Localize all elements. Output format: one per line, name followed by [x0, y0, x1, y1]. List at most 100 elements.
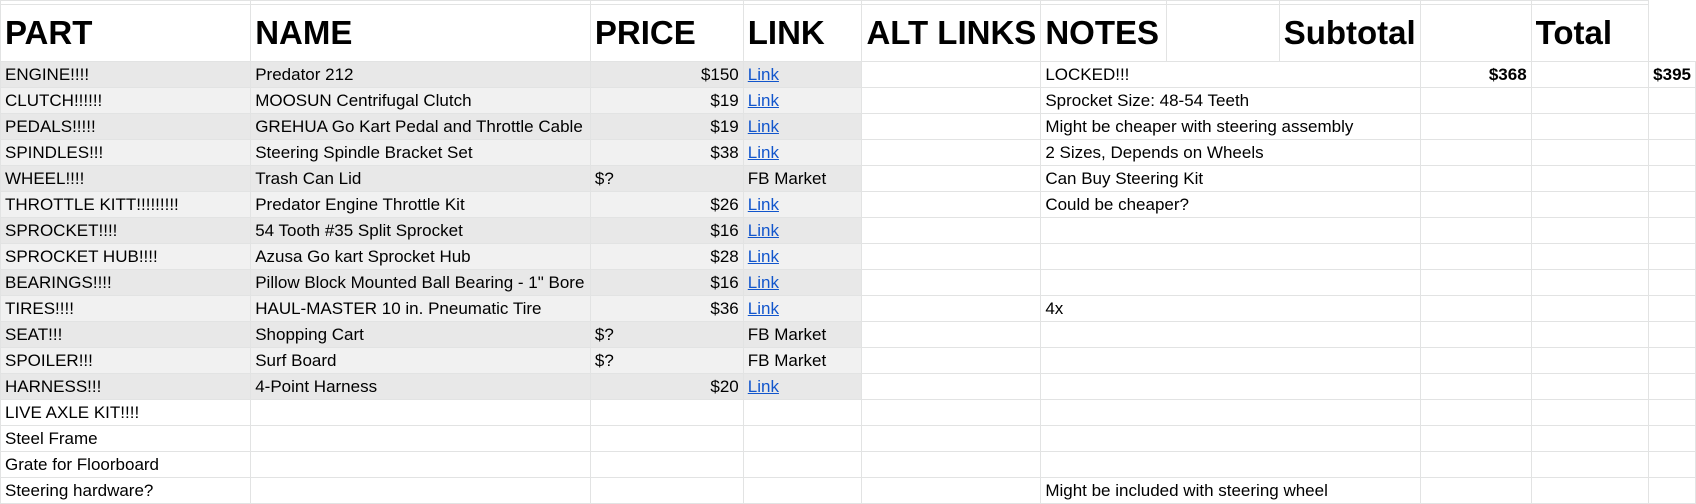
- product-link[interactable]: Link: [747, 91, 779, 110]
- part-cell[interactable]: BEARINGS!!!!: [0, 269, 252, 296]
- price-cell[interactable]: [589, 425, 744, 452]
- price-cell[interactable]: $38: [589, 139, 744, 166]
- notes-cell[interactable]: Could be cheaper?: [1040, 191, 1421, 218]
- header-alt-links[interactable]: ALT LINKS: [861, 4, 1042, 62]
- alt-links-cell[interactable]: [861, 451, 1042, 478]
- empty-cell[interactable]: [1530, 269, 1650, 296]
- alt-links-cell[interactable]: [861, 217, 1042, 244]
- empty-cell[interactable]: [1648, 451, 1696, 478]
- empty-cell[interactable]: [1419, 477, 1532, 504]
- part-cell[interactable]: SPOILER!!!: [0, 347, 252, 374]
- empty-cell[interactable]: [1530, 425, 1650, 452]
- link-cell[interactable]: Link: [742, 243, 863, 270]
- part-cell[interactable]: ENGINE!!!!: [0, 61, 252, 88]
- part-cell[interactable]: CLUTCH!!!!!!: [0, 87, 252, 114]
- notes-cell[interactable]: [1040, 321, 1421, 348]
- product-link[interactable]: Link: [747, 299, 779, 318]
- part-cell[interactable]: SPROCKET HUB!!!!: [0, 243, 252, 270]
- empty-cell[interactable]: [1648, 321, 1696, 348]
- empty-cell[interactable]: [1419, 139, 1532, 166]
- empty-cell[interactable]: [1530, 477, 1650, 504]
- empty-cell[interactable]: [1648, 191, 1696, 218]
- notes-cell[interactable]: LOCKED!!!: [1040, 61, 1421, 88]
- header-empty-g[interactable]: [1165, 4, 1280, 62]
- empty-cell[interactable]: [1419, 373, 1532, 400]
- empty-cell[interactable]: [1530, 113, 1650, 140]
- name-cell[interactable]: 54 Tooth #35 Split Sprocket: [250, 217, 591, 244]
- price-cell[interactable]: $?: [589, 165, 744, 192]
- empty-cell[interactable]: [1648, 113, 1696, 140]
- subtotal-value[interactable]: $368: [1419, 61, 1532, 88]
- alt-links-cell[interactable]: [861, 347, 1042, 374]
- empty-cell[interactable]: [1648, 477, 1696, 504]
- product-link[interactable]: Link: [747, 273, 779, 292]
- empty-cell[interactable]: [1419, 191, 1532, 218]
- notes-cell[interactable]: Sprocket Size: 48-54 Teeth: [1040, 87, 1421, 114]
- link-cell[interactable]: Link: [742, 217, 863, 244]
- price-cell[interactable]: $?: [589, 321, 744, 348]
- part-cell[interactable]: SPROCKET!!!!: [0, 217, 252, 244]
- empty-cell[interactable]: [1419, 425, 1532, 452]
- empty-cell[interactable]: [1419, 217, 1532, 244]
- price-cell[interactable]: $150: [589, 61, 744, 88]
- link-cell[interactable]: Link: [742, 191, 863, 218]
- notes-cell[interactable]: Might be included with steering wheel: [1040, 477, 1421, 504]
- part-cell[interactable]: HARNESS!!!: [0, 373, 252, 400]
- empty-cell[interactable]: [1530, 243, 1650, 270]
- empty-cell[interactable]: [1419, 399, 1532, 426]
- empty-cell[interactable]: [1648, 399, 1696, 426]
- alt-links-cell[interactable]: [861, 191, 1042, 218]
- link-cell[interactable]: FB Market: [742, 165, 863, 192]
- empty-cell[interactable]: [1419, 113, 1532, 140]
- alt-links-cell[interactable]: [861, 165, 1042, 192]
- name-cell[interactable]: Azusa Go kart Sprocket Hub: [250, 243, 591, 270]
- name-cell[interactable]: [250, 425, 591, 452]
- empty-cell[interactable]: [1419, 321, 1532, 348]
- empty-cell[interactable]: [1419, 269, 1532, 296]
- part-cell[interactable]: SEAT!!!: [0, 321, 252, 348]
- empty-cell[interactable]: [1530, 217, 1650, 244]
- product-link[interactable]: Link: [747, 221, 779, 240]
- empty-cell[interactable]: [1530, 139, 1650, 166]
- alt-links-cell[interactable]: [861, 243, 1042, 270]
- notes-cell[interactable]: [1040, 243, 1421, 270]
- alt-links-cell[interactable]: [861, 425, 1042, 452]
- name-cell[interactable]: Steering Spindle Bracket Set: [250, 139, 591, 166]
- part-cell[interactable]: WHEEL!!!!: [0, 165, 252, 192]
- total-value[interactable]: $395: [1648, 61, 1696, 88]
- price-cell[interactable]: $16: [589, 269, 744, 296]
- empty-cell[interactable]: [1648, 217, 1696, 244]
- link-cell[interactable]: Link: [742, 87, 863, 114]
- empty-cell[interactable]: [1648, 425, 1696, 452]
- link-cell[interactable]: [742, 451, 863, 478]
- link-cell[interactable]: [742, 425, 863, 452]
- notes-cell[interactable]: Can Buy Steering Kit: [1040, 165, 1421, 192]
- price-cell[interactable]: $19: [589, 87, 744, 114]
- link-cell[interactable]: Link: [742, 139, 863, 166]
- empty-cell[interactable]: [1419, 347, 1532, 374]
- empty-cell[interactable]: [1648, 347, 1696, 374]
- empty-cell[interactable]: [1648, 165, 1696, 192]
- product-link[interactable]: Link: [747, 195, 779, 214]
- part-cell[interactable]: Grate for Floorboard: [0, 451, 252, 478]
- price-cell[interactable]: $36: [589, 295, 744, 322]
- alt-links-cell[interactable]: [861, 61, 1042, 88]
- part-cell[interactable]: Steel Frame: [0, 425, 252, 452]
- alt-links-cell[interactable]: [861, 113, 1042, 140]
- link-cell[interactable]: FB Market: [742, 347, 863, 374]
- alt-links-cell[interactable]: [861, 321, 1042, 348]
- price-cell[interactable]: [589, 399, 744, 426]
- link-cell[interactable]: Link: [742, 61, 863, 88]
- part-cell[interactable]: TIRES!!!!: [0, 295, 252, 322]
- empty-cell[interactable]: [1530, 451, 1650, 478]
- name-cell[interactable]: Predator Engine Throttle Kit: [250, 191, 591, 218]
- alt-links-cell[interactable]: [861, 477, 1042, 504]
- notes-cell[interactable]: [1040, 451, 1421, 478]
- name-cell[interactable]: Predator 212: [250, 61, 591, 88]
- notes-cell[interactable]: [1040, 217, 1421, 244]
- empty-cell[interactable]: [1530, 295, 1650, 322]
- header-subtotal[interactable]: Subtotal: [1278, 4, 1421, 62]
- part-cell[interactable]: LIVE AXLE KIT!!!!: [0, 399, 252, 426]
- price-cell[interactable]: [589, 477, 744, 504]
- name-cell[interactable]: [250, 451, 591, 478]
